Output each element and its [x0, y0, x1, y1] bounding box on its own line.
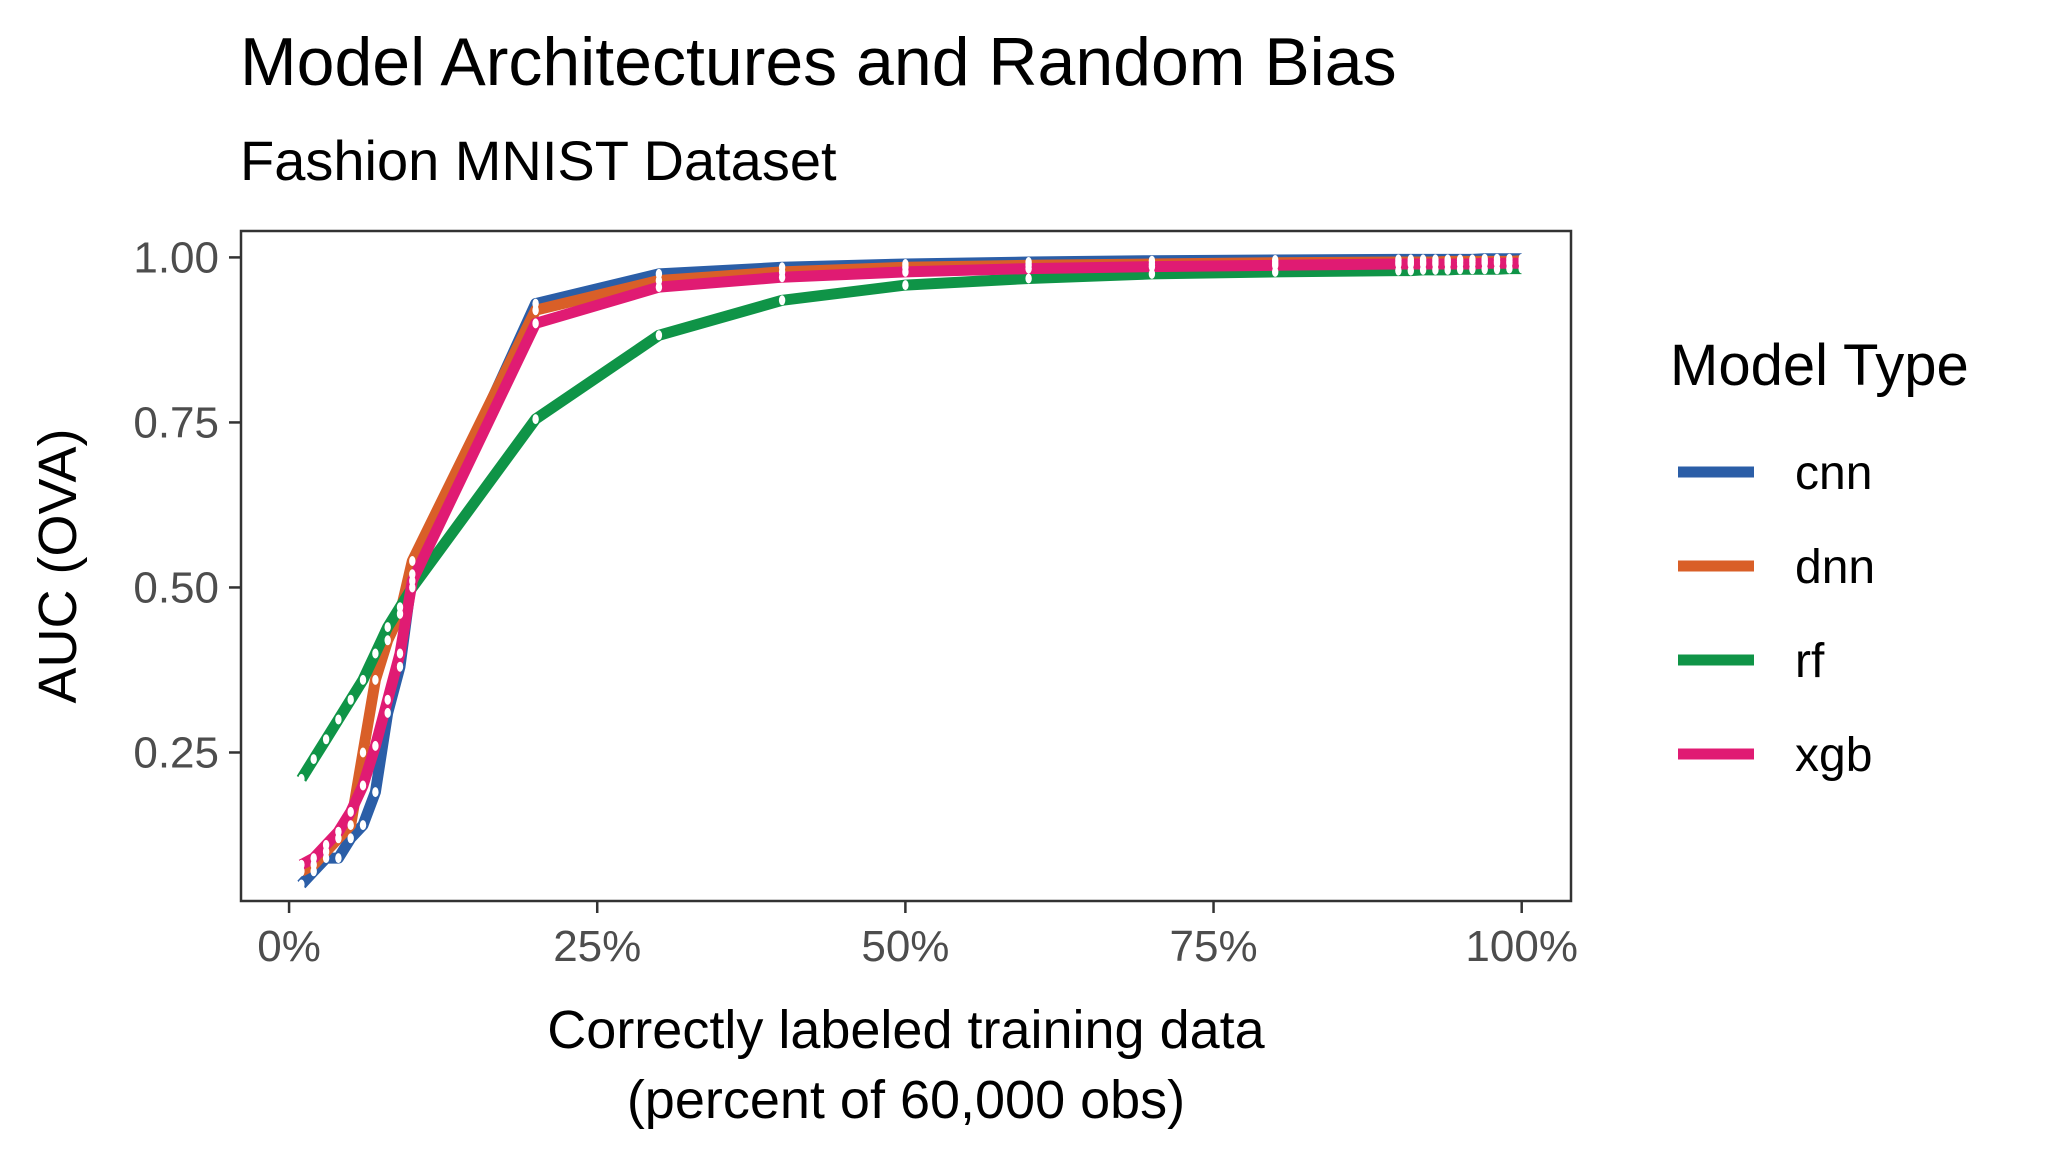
- legend-label-cnn: cnn: [1795, 447, 1872, 500]
- data-point-rf: [335, 714, 342, 725]
- legend-label-dnn: dnn: [1795, 541, 1875, 594]
- data-point-cnn: [298, 879, 305, 890]
- data-point-xgb: [1481, 258, 1488, 269]
- data-point-rf: [298, 773, 305, 784]
- data-point-rf: [310, 754, 317, 765]
- data-point-xgb: [1506, 258, 1513, 269]
- y-axis-title: AUC (OVA): [28, 428, 88, 703]
- data-point-rf: [778, 295, 786, 306]
- data-point-xgb: [532, 318, 539, 329]
- y-axis: 0.25 0.50 0.75 1.00: [133, 233, 241, 777]
- data-point-xgb: [778, 272, 786, 283]
- data-point-rf: [347, 694, 354, 705]
- data-point-dnn: [347, 820, 354, 831]
- x-axis-title-line2: (percent of 60,000 obs): [627, 1070, 1185, 1130]
- data-point-xgb: [1456, 259, 1464, 269]
- data-point-xgb: [322, 839, 330, 850]
- x-axis-title-line1: Correctly labeled training data: [547, 1000, 1265, 1060]
- data-point-xgb: [1518, 258, 1525, 269]
- data-point-cnn: [347, 833, 354, 844]
- data-point-xgb: [384, 694, 391, 705]
- x-tick-label: 25%: [553, 922, 641, 971]
- data-point-rf: [384, 622, 391, 633]
- data-point-rf: [372, 648, 379, 659]
- y-tick-label: 1.00: [133, 233, 219, 282]
- y-tick-label: 0.75: [133, 398, 219, 447]
- data-point-rf: [532, 414, 539, 425]
- x-tick-label: 75%: [1170, 922, 1258, 971]
- y-tick-label: 0.50: [133, 563, 219, 612]
- x-tick-label: 100%: [1465, 922, 1578, 971]
- legend-label-rf: rf: [1795, 635, 1825, 688]
- data-point-xgb: [1493, 258, 1501, 269]
- data-point-xgb: [347, 806, 354, 817]
- x-tick-label: 50%: [861, 922, 949, 971]
- data-point-dnn: [359, 747, 367, 758]
- series-lines: [296, 253, 1523, 889]
- chart-title: Model Architectures and Random Bias: [240, 24, 1397, 100]
- data-point-cnn: [359, 820, 367, 831]
- data-point-rf: [655, 330, 663, 341]
- data-point-rf: [1148, 268, 1156, 279]
- data-point-xgb: [1407, 259, 1415, 269]
- data-point-xgb: [1025, 263, 1032, 274]
- data-point-xgb: [902, 266, 909, 277]
- data-point-xgb: [310, 853, 317, 864]
- plot-panel: [239, 229, 1573, 903]
- data-point-xgb: [359, 780, 367, 791]
- x-tick-label: 0%: [257, 922, 321, 971]
- data-point-rf: [1025, 273, 1032, 284]
- data-point-xgb: [1148, 261, 1156, 272]
- data-point-xgb: [1444, 259, 1451, 269]
- data-point-xgb: [1419, 259, 1427, 269]
- data-point-xgb: [1469, 259, 1476, 269]
- data-point-xgb: [1395, 259, 1402, 269]
- data-point-xgb: [372, 740, 379, 751]
- data-point-rf: [322, 734, 330, 745]
- data-point-cnn: [396, 661, 404, 672]
- data-point-dnn: [372, 674, 379, 685]
- data-point-rf: [396, 602, 404, 613]
- data-point-rf: [902, 280, 909, 291]
- data-point-cnn: [372, 787, 379, 798]
- data-point-xgb: [335, 826, 342, 837]
- data-point-dnn: [384, 635, 391, 646]
- chart-subtitle: Fashion MNIST Dataset: [240, 129, 837, 192]
- data-point-xgb: [396, 648, 404, 659]
- series-points: [298, 253, 1525, 890]
- legend-items: cnn dnn rf xgb: [1678, 447, 1875, 782]
- data-point-cnn: [384, 707, 391, 718]
- data-point-xgb: [298, 859, 305, 870]
- data-point-xgb: [1272, 260, 1279, 271]
- x-axis: 0% 25% 50% 75% 100%: [257, 901, 1578, 971]
- data-point-dnn: [532, 305, 539, 316]
- data-point-cnn: [335, 853, 342, 864]
- legend: Model Type cnn dnn rf xgb: [1670, 333, 1969, 782]
- y-tick-label: 0.25: [133, 728, 219, 777]
- data-point-dnn: [409, 556, 416, 566]
- data-point-xgb: [655, 282, 663, 293]
- legend-label-xgb: xgb: [1795, 729, 1872, 782]
- legend-title: Model Type: [1670, 333, 1969, 398]
- data-point-xgb: [1432, 259, 1439, 269]
- series-line-xgb: [298, 257, 1522, 870]
- data-point-xgb: [409, 575, 416, 586]
- data-point-rf: [359, 674, 367, 685]
